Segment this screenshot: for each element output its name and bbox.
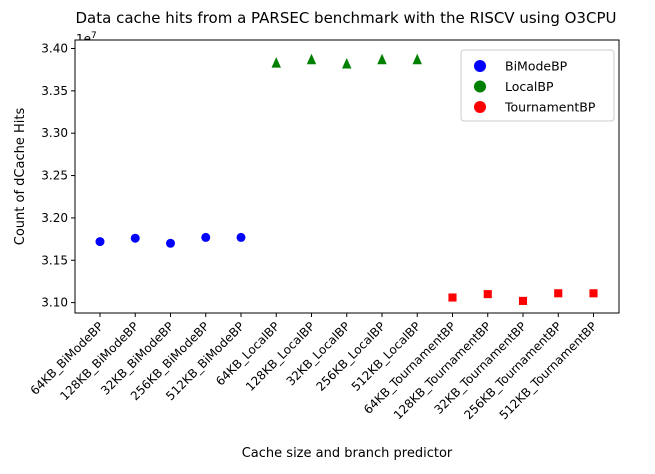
data-point-tournamentbp [448, 293, 457, 302]
legend: BiModeBP LocalBP TournamentBP [460, 49, 615, 122]
data-point-tournamentbp [518, 296, 528, 305]
data-point-localbp [412, 53, 422, 65]
y-axis: 3.10 3.15 3.20 3.25 3.30 3.35 3.40 [41, 42, 75, 310]
data-point-tournamentbp [483, 290, 492, 299]
offset-exponent: 7 [91, 31, 97, 41]
data-point-tournamentbp [589, 289, 598, 298]
y-tick-label: 3.40 [41, 42, 68, 56]
legend-marker-bimodebp [474, 60, 486, 72]
legend-label: BiModeBP [505, 59, 568, 74]
data-point-bimodebp [130, 233, 140, 243]
y-tick-label: 3.10 [41, 296, 68, 310]
legend-box [460, 49, 615, 122]
data-point-localbp [342, 58, 352, 69]
data-point-bimodebp [201, 232, 211, 242]
legend-label: TournamentBP [504, 100, 596, 115]
data-point-bimodebp [236, 232, 246, 242]
y-tick-label: 3.35 [41, 84, 68, 98]
legend-marker-localbp [474, 80, 486, 93]
data-point-tournamentbp [554, 289, 563, 298]
y-tick-label: 3.25 [41, 169, 68, 183]
chart-title: Data cache hits from a PARSEC benchmark … [76, 9, 617, 27]
y-axis-label: Count of dCache Hits [13, 108, 28, 246]
x-axis-label: Cache size and branch predictor [242, 446, 453, 461]
data-point-localbp [271, 57, 281, 68]
data-point-bimodebp [166, 238, 175, 248]
legend-marker-tournamentbp [474, 101, 486, 113]
data-point-localbp [306, 53, 317, 65]
y-tick-label: 3.20 [41, 211, 68, 225]
data-point-bimodebp [95, 237, 105, 247]
legend-label: LocalBP [505, 79, 554, 94]
x-axis: 64KB_BiModeBP128KB_BiModeBP32KB_BiModeBP… [28, 313, 600, 422]
data-point-localbp [377, 53, 387, 65]
y-tick-label: 3.30 [41, 126, 68, 140]
data-points [95, 53, 598, 305]
y-tick-label: 3.15 [41, 253, 68, 267]
